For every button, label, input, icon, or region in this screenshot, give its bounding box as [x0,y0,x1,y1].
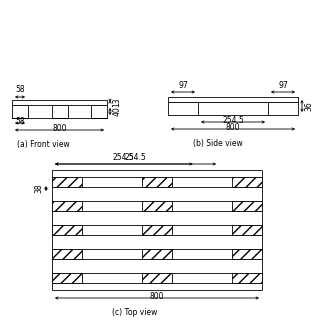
Bar [168,102,298,115]
Text: 800: 800 [52,124,67,133]
Bar [142,249,172,260]
Bar [52,201,82,212]
Text: 254.5: 254.5 [124,153,146,162]
Text: (b) Side view: (b) Side view [193,139,243,148]
Bar [52,225,82,236]
Bar [232,177,262,188]
Bar [52,273,82,284]
Text: (c) Top view: (c) Top view [112,308,157,317]
Bar [91,105,107,118]
Text: (a) Front view: (a) Front view [17,140,70,149]
Bar [52,225,262,236]
Bar [232,201,262,212]
Bar [52,273,262,284]
Bar [52,105,68,118]
Bar [52,177,262,188]
Bar [142,273,172,284]
Text: 38: 38 [35,184,44,193]
Bar [52,249,82,260]
Bar [12,100,107,105]
Text: 254.5: 254.5 [113,153,135,162]
Bar [142,225,172,236]
Text: 58: 58 [15,85,25,94]
Bar [232,249,262,260]
Text: 254.5: 254.5 [222,116,244,125]
Text: 36: 36 [305,101,314,111]
Bar [142,201,172,212]
Text: 800: 800 [150,292,164,301]
Text: 97: 97 [178,81,188,90]
Text: 40: 40 [113,107,122,116]
Text: 58: 58 [15,117,25,126]
Bar [232,273,262,284]
Bar [52,177,82,188]
Bar [142,177,172,188]
Text: 13: 13 [113,98,122,107]
Text: 97: 97 [278,81,288,90]
Bar [52,249,262,260]
Bar [52,170,262,290]
Text: 800: 800 [226,123,240,132]
Bar [232,225,262,236]
Bar [52,201,262,212]
Bar [12,105,28,118]
Bar [168,97,298,102]
